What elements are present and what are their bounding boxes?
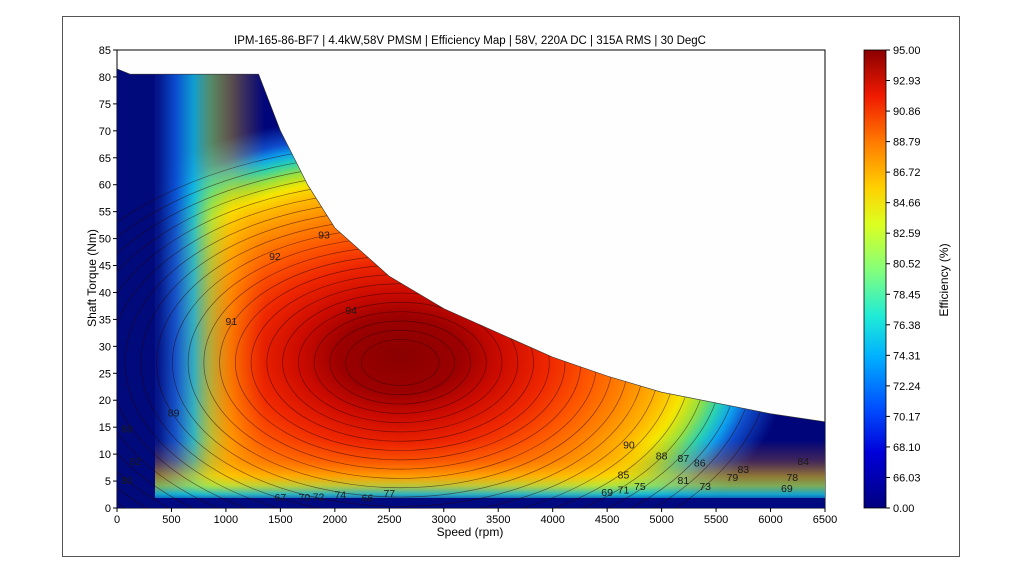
- contour-label: 88: [656, 451, 668, 463]
- contour-label: 86: [694, 458, 706, 470]
- contour-label: 73: [699, 481, 711, 493]
- contour-label: 74: [334, 489, 346, 501]
- colorbar-tick-label: 76.38: [893, 320, 921, 332]
- contour-line: [282, 292, 519, 433]
- contour-label: 79: [727, 472, 739, 484]
- y-tick-label: 40: [99, 287, 111, 299]
- colorbar-label: Efficiency (%): [937, 243, 951, 316]
- y-tick-label: 75: [99, 99, 111, 111]
- x-tick-label: 5000: [649, 514, 673, 526]
- contour-label: 69: [781, 483, 793, 495]
- contour-label: 90: [623, 440, 635, 452]
- x-tick-label: 1000: [214, 514, 238, 526]
- contour-label: 77: [383, 488, 395, 500]
- colorbar: [863, 49, 887, 509]
- x-tick-label: 3000: [432, 514, 456, 526]
- y-tick-label: 30: [99, 341, 111, 353]
- contour-label: 87: [678, 453, 690, 465]
- x-tick-label: 1500: [268, 514, 292, 526]
- x-tick-label: 2000: [323, 514, 347, 526]
- x-tick-label: 4500: [595, 514, 619, 526]
- torque-envelope: [116, 68, 826, 423]
- contour-label: 81: [678, 475, 690, 487]
- y-tick-label: 60: [99, 180, 111, 192]
- y-tick-label: 50: [99, 234, 111, 246]
- contour-line: [345, 329, 456, 396]
- colorbar-tick-label: 95.00: [893, 45, 921, 57]
- colorbar-tick-label: 70.17: [893, 411, 921, 423]
- contour-labels: 94 93 92 91 90 89 88 87 86 85 84 83 82 81 80 79 78 77 75 74…: [121, 230, 809, 505]
- contour-label: 91: [226, 316, 238, 328]
- colorbar-tick-label: 74.31: [893, 350, 921, 362]
- colorbar-tick-label: 92.93: [893, 76, 921, 88]
- contour-label: 94: [345, 305, 357, 317]
- y-tick-label: 55: [99, 207, 111, 219]
- colorbar-tick-label: 80.52: [893, 259, 921, 271]
- contour-label: 67: [275, 492, 287, 504]
- colorbar-tick-label: 0.00: [893, 503, 914, 515]
- contour-line: [298, 302, 503, 424]
- y-tick-label: 15: [99, 422, 111, 434]
- x-tick-label: 4000: [540, 514, 564, 526]
- x-tick-label: 5500: [704, 514, 728, 526]
- y-axis-ticks: 0 5 10 15 20 25 30 35 40 45 50 55 60 65 70 75 80 85: [99, 45, 117, 515]
- colorbar-tick-label: 84.66: [893, 198, 921, 210]
- x-tick-label: 6500: [813, 514, 837, 526]
- colorbar-ticks: 95.00 92.93 90.86 88.79 86.72 84.66 82.59 80.52…: [886, 45, 921, 515]
- contour-label: 78: [786, 472, 798, 484]
- colorbar-tick-label: 68.10: [893, 442, 921, 454]
- colorbar-tick-label: 66.03: [893, 472, 921, 484]
- x-tick-label: 2500: [377, 514, 401, 526]
- contour-label: 89: [168, 407, 180, 419]
- contour-label: 85: [618, 469, 630, 481]
- y-tick-label: 65: [99, 153, 111, 165]
- colorbar-tick-label: 88.79: [893, 137, 921, 149]
- y-tick-label: 5: [105, 476, 111, 488]
- x-tick-label: 6000: [758, 514, 782, 526]
- contour-label: 75: [634, 481, 646, 493]
- x-tick-label: 500: [162, 514, 180, 526]
- y-tick-label: 45: [99, 261, 111, 273]
- x-tick-label: 3500: [486, 514, 510, 526]
- contour-label: 83: [737, 464, 749, 476]
- contour-label: 70: [299, 492, 311, 504]
- contour-label: 84: [797, 456, 809, 468]
- chart-title: IPM-165-86-BF7 | 4.4kW,58V PMSM | Effici…: [234, 35, 706, 47]
- contour-label: 80: [121, 475, 133, 487]
- colorbar-tick-label: 72.24: [893, 381, 921, 393]
- contour-label: 82: [130, 456, 142, 468]
- contour-label: 69: [601, 487, 613, 499]
- y-tick-label: 80: [99, 72, 111, 84]
- colorbar-tick-label: 78.45: [893, 289, 921, 301]
- contour-line: [361, 339, 440, 386]
- contour-label: 92: [269, 251, 281, 263]
- contour-label: 71: [618, 484, 630, 496]
- y-tick-label: 0: [105, 503, 111, 515]
- contour-label: 93: [318, 230, 330, 242]
- y-tick-label: 10: [99, 449, 111, 461]
- y-tick-label: 20: [99, 395, 111, 407]
- contour-line: [329, 320, 471, 405]
- colorbar-tick-label: 82.59: [893, 228, 921, 240]
- x-axis-ticks: 0 500 1000 1500 2000 2500 3000 3500 4000 4500 5000…: [114, 508, 837, 526]
- contour-label: 72: [313, 491, 325, 503]
- colorbar-tick-label: 86.72: [893, 167, 921, 179]
- colorbar-tick-label: 90.86: [893, 106, 921, 118]
- y-tick-label: 25: [99, 368, 111, 380]
- contour-line: [313, 311, 487, 414]
- x-axis-label: Speed (rpm): [437, 525, 504, 539]
- y-tick-label: 35: [99, 314, 111, 326]
- y-tick-label: 70: [99, 126, 111, 138]
- y-tick-label: 85: [99, 45, 111, 57]
- contour-line: [266, 283, 534, 442]
- y-axis-label: Shaft Torque (Nm): [85, 229, 99, 327]
- contour-label: 66: [362, 493, 374, 505]
- x-tick-label: 0: [114, 514, 120, 526]
- contour-label: 88: [121, 424, 133, 436]
